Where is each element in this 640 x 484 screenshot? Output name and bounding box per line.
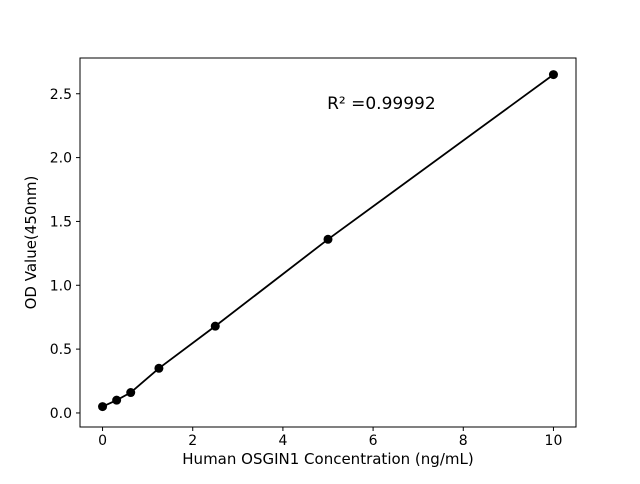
y-tick-label: 0.5 [50,342,72,358]
y-tick-label: 0.0 [50,406,72,422]
x-tick-label: 2 [188,433,197,449]
x-tick-label: 8 [459,433,468,449]
x-axis-label: Human OSGIN1 Concentration (ng/mL) [182,450,473,468]
y-tick-label: 1.0 [50,278,72,294]
y-tick-label: 2.5 [50,87,72,103]
x-tick-label: 0 [98,433,107,449]
data-point [154,363,164,373]
plot-layer: 0 2 4 6 8 10 0.0 0.5 1.0 1.5 2.0 2.5 [50,57,577,449]
x-tick-label: 4 [278,433,287,449]
data-point [548,70,558,80]
y-tick-label: 1.5 [50,214,72,230]
data-point [98,402,108,412]
y-tick-label: 2.0 [50,151,72,167]
data-point [126,388,136,398]
r-squared-annotation: R² =0.99992 [327,94,436,114]
x-tick-label: 6 [369,433,378,449]
x-tick-label: 10 [545,433,563,449]
data-point [210,321,220,331]
data-point [323,234,333,244]
y-axis-label: OD Value(450nm) [22,176,40,310]
data-point [112,395,122,405]
